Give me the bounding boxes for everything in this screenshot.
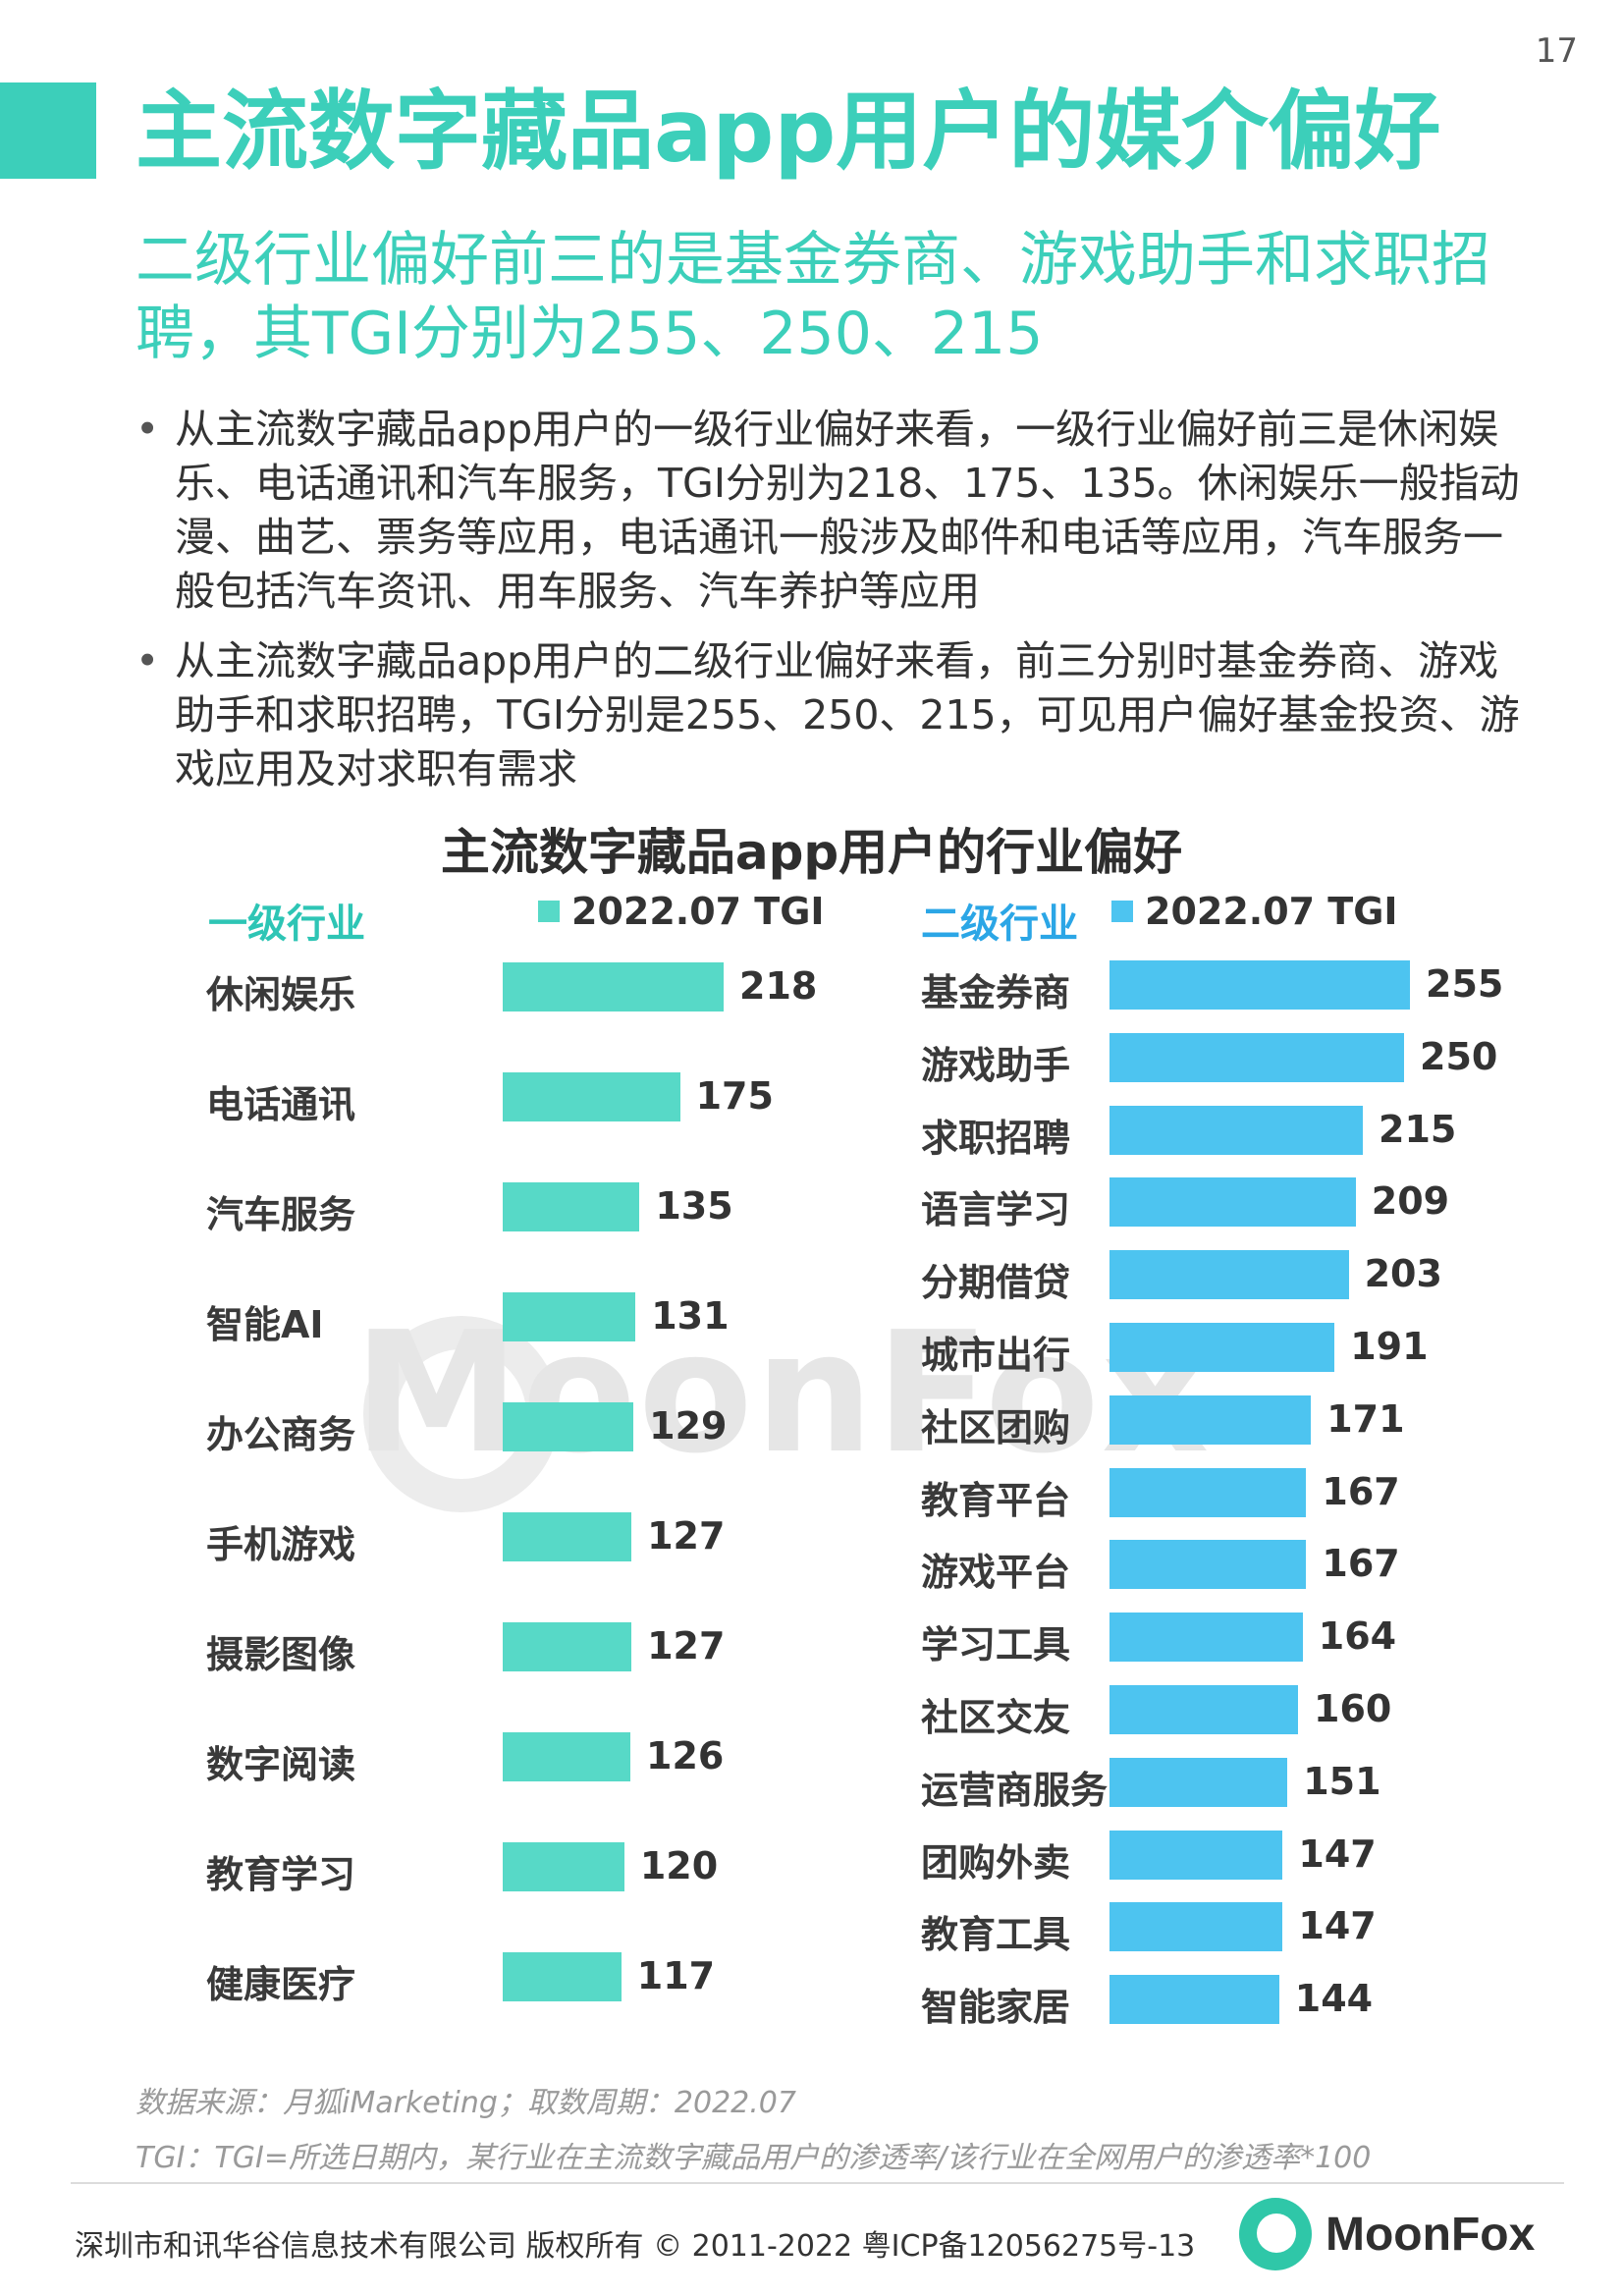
- bar-value-label: 250: [1420, 1034, 1498, 1078]
- footer-divider: [71, 2182, 1564, 2184]
- bar: [503, 1952, 622, 2001]
- bar: [503, 1182, 640, 1231]
- category-label: 游戏助手: [921, 1043, 1071, 1087]
- bar-value-label: 255: [1426, 962, 1504, 1006]
- category-label: 运营商服务: [921, 1768, 1109, 1812]
- bullet-list: 从主流数字藏品app用户的一级行业偏好来看，一级行业偏好前三是休闲娱乐、电话通讯…: [135, 403, 1530, 812]
- page-number: 17: [1535, 31, 1578, 71]
- bullet-item: 从主流数字藏品app用户的一级行业偏好来看，一级行业偏好前三是休闲娱乐、电话通讯…: [135, 403, 1530, 619]
- category-label: 社区团购: [921, 1405, 1071, 1449]
- bar: [1109, 1975, 1279, 2025]
- bar: [1109, 1394, 1312, 1445]
- category-label: 数字阅读: [206, 1743, 356, 1786]
- bar: [503, 1292, 636, 1341]
- bar-value-label: 127: [647, 1624, 726, 1667]
- category-label: 团购外卖: [921, 1840, 1071, 1885]
- category-label: 教育学习: [206, 1853, 356, 1896]
- legend-swatch: [538, 901, 560, 922]
- tgi-note: TGI：TGI=所选日期内，某行业在主流数字藏品用户的渗透率/该行业在全网用户的…: [135, 2141, 1372, 2175]
- bar: [1109, 1467, 1307, 1517]
- category-label: 城市出行: [921, 1334, 1071, 1377]
- brand-logo: MoonFox: [1239, 2198, 1535, 2270]
- category-label: 电话通讯: [206, 1083, 356, 1126]
- bar-value-label: 164: [1318, 1614, 1397, 1659]
- bar: [503, 1842, 624, 1891]
- bar-value-label: 167: [1322, 1469, 1400, 1513]
- bar-value-label: 218: [739, 964, 818, 1008]
- watermark: MoonFox: [353, 1296, 1212, 1491]
- bar-value-label: 117: [636, 1954, 716, 1997]
- legend-level2: 2022.07 TGI: [1111, 890, 1398, 933]
- bar-value-label: 131: [651, 1294, 730, 1338]
- bar: [1109, 960, 1410, 1010]
- panel-label-level2: 二级行业: [921, 902, 1078, 947]
- bar: [1109, 1177, 1356, 1228]
- bar: [503, 1072, 680, 1121]
- bar: [503, 1402, 634, 1451]
- category-label: 健康医疗: [206, 1963, 356, 2006]
- category-label: 求职招聘: [921, 1116, 1071, 1160]
- bar-value-label: 135: [655, 1184, 733, 1228]
- bar: [1109, 1613, 1303, 1663]
- bar-value-label: 151: [1303, 1759, 1381, 1803]
- bar-value-label: 120: [639, 1844, 719, 1887]
- bar-value-label: 209: [1371, 1179, 1450, 1224]
- title-accent-block: [0, 82, 96, 179]
- bar-value-label: 167: [1322, 1542, 1400, 1586]
- category-label: 摄影图像: [206, 1633, 356, 1676]
- bar: [1109, 1105, 1363, 1155]
- category-label: 社区交友: [921, 1696, 1071, 1739]
- bar: [503, 1622, 632, 1671]
- category-label: 游戏平台: [921, 1551, 1071, 1595]
- bar-value-label: 175: [695, 1074, 774, 1118]
- bar: [1109, 1685, 1298, 1734]
- legend-label: 2022.07 TGI: [1145, 890, 1398, 933]
- category-label: 办公商务: [206, 1413, 356, 1456]
- bar: [1109, 1902, 1283, 1952]
- page-subtitle: 二级行业偏好前三的是基金券商、游戏助手和求职招聘，其TGI分别为255、250、…: [135, 226, 1490, 368]
- category-label: 手机游戏: [206, 1523, 356, 1566]
- bar: [503, 1512, 632, 1561]
- bar: [1109, 1757, 1288, 1807]
- category-label: 语言学习: [921, 1188, 1071, 1232]
- bar: [1109, 1032, 1404, 1082]
- moonfox-logo-icon: [1239, 2198, 1312, 2270]
- bar: [1109, 1830, 1283, 1880]
- bar-value-label: 129: [649, 1404, 728, 1448]
- legend-label: 2022.07 TGI: [571, 890, 825, 933]
- category-label: 教育工具: [921, 1913, 1071, 1957]
- page-title: 主流数字藏品app用户的媒介偏好: [135, 81, 1441, 182]
- category-label: 智能AI: [206, 1303, 324, 1346]
- bar: [1109, 1540, 1307, 1590]
- bar: [1109, 1323, 1335, 1372]
- footer-copyright: 深圳市和讯华谷信息技术有限公司 版权所有 © 2011-2022 粤ICP备12…: [75, 2229, 1196, 2264]
- category-label: 分期借贷: [921, 1261, 1071, 1305]
- category-label: 学习工具: [921, 1623, 1071, 1667]
- bar-value-label: 171: [1326, 1396, 1405, 1441]
- bar: [503, 962, 724, 1011]
- legend-swatch: [1111, 901, 1133, 922]
- category-label: 休闲娱乐: [206, 973, 356, 1016]
- category-label: 基金券商: [921, 971, 1071, 1014]
- bar-value-label: 203: [1364, 1252, 1442, 1296]
- bullet-item: 从主流数字藏品app用户的二级行业偏好来看，前三分别时基金券商、游戏助手和求职招…: [135, 634, 1530, 796]
- logo-text: MoonFox: [1325, 2208, 1536, 2261]
- chart-title: 主流数字藏品app用户的行业偏好: [440, 824, 1183, 881]
- bar-value-label: 160: [1314, 1687, 1392, 1730]
- bar-value-label: 191: [1350, 1325, 1429, 1368]
- bar-value-label: 127: [647, 1514, 726, 1558]
- category-label: 汽车服务: [206, 1193, 356, 1236]
- bar-value-label: 147: [1298, 1831, 1377, 1876]
- category-label: 教育平台: [921, 1478, 1071, 1522]
- bar-value-label: 144: [1294, 1977, 1374, 2021]
- data-source: 数据来源：月狐iMarketing；取数周期：2022.07: [135, 2086, 796, 2120]
- bar-value-label: 215: [1379, 1107, 1457, 1151]
- category-label: 智能家居: [921, 1986, 1071, 2030]
- bar: [1109, 1250, 1349, 1300]
- bar-value-label: 147: [1298, 1904, 1377, 1948]
- legend-level1: 2022.07 TGI: [538, 890, 825, 933]
- bar: [503, 1732, 631, 1781]
- bar-value-label: 126: [646, 1734, 725, 1777]
- panel-label-level1: 一级行业: [208, 902, 365, 947]
